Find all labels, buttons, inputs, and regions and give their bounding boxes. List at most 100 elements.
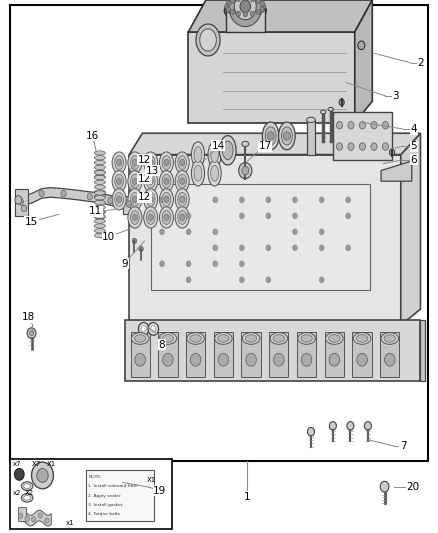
- Ellipse shape: [159, 152, 173, 173]
- Circle shape: [21, 205, 27, 212]
- Text: 3: 3: [392, 91, 399, 101]
- Text: X1: X1: [146, 477, 156, 483]
- Circle shape: [385, 353, 395, 366]
- Ellipse shape: [144, 189, 158, 210]
- Ellipse shape: [175, 189, 189, 210]
- Circle shape: [243, 12, 247, 17]
- Circle shape: [164, 178, 169, 184]
- Circle shape: [240, 245, 244, 251]
- Circle shape: [164, 214, 169, 221]
- Circle shape: [213, 197, 218, 203]
- Circle shape: [230, 10, 234, 15]
- Circle shape: [213, 229, 218, 235]
- Polygon shape: [129, 133, 420, 155]
- Ellipse shape: [191, 160, 205, 186]
- Ellipse shape: [144, 152, 158, 173]
- Text: 18: 18: [22, 312, 35, 322]
- Circle shape: [266, 213, 271, 219]
- Ellipse shape: [95, 190, 105, 194]
- Ellipse shape: [357, 335, 368, 342]
- Circle shape: [293, 197, 297, 203]
- Circle shape: [229, 0, 262, 27]
- Ellipse shape: [131, 211, 139, 224]
- Circle shape: [240, 277, 244, 282]
- Ellipse shape: [211, 165, 219, 181]
- Ellipse shape: [112, 189, 126, 210]
- Ellipse shape: [146, 156, 155, 169]
- Text: 7: 7: [399, 441, 406, 451]
- Ellipse shape: [95, 214, 105, 219]
- Ellipse shape: [131, 156, 139, 169]
- Ellipse shape: [162, 211, 171, 224]
- Circle shape: [32, 462, 53, 489]
- Text: 1. Install solenoid filter: 1. Install solenoid filter: [88, 484, 138, 489]
- Circle shape: [250, 11, 254, 17]
- Text: 10: 10: [102, 232, 115, 242]
- Circle shape: [364, 422, 371, 430]
- Ellipse shape: [146, 211, 155, 224]
- Circle shape: [319, 277, 324, 282]
- Circle shape: [37, 469, 48, 482]
- Circle shape: [236, 0, 240, 2]
- Ellipse shape: [95, 180, 105, 184]
- Circle shape: [371, 143, 377, 150]
- Ellipse shape: [162, 156, 171, 169]
- Ellipse shape: [178, 174, 187, 188]
- Circle shape: [260, 1, 265, 6]
- Ellipse shape: [95, 170, 105, 174]
- Ellipse shape: [21, 482, 33, 490]
- Ellipse shape: [95, 165, 105, 169]
- Text: 4: 4: [410, 124, 417, 134]
- Ellipse shape: [131, 174, 139, 188]
- Ellipse shape: [24, 496, 31, 500]
- Circle shape: [18, 199, 24, 205]
- Ellipse shape: [95, 210, 105, 214]
- Ellipse shape: [190, 335, 201, 342]
- Circle shape: [336, 122, 343, 129]
- Circle shape: [358, 41, 365, 50]
- Circle shape: [240, 213, 244, 219]
- Text: 1: 1: [244, 492, 251, 502]
- Ellipse shape: [95, 151, 105, 155]
- Ellipse shape: [95, 195, 105, 199]
- Circle shape: [242, 166, 249, 175]
- Ellipse shape: [95, 156, 105, 160]
- Ellipse shape: [131, 333, 149, 344]
- Bar: [188, 32, 355, 123]
- Circle shape: [148, 178, 153, 184]
- Ellipse shape: [175, 171, 189, 192]
- Circle shape: [213, 261, 218, 266]
- Ellipse shape: [128, 207, 142, 228]
- Bar: [10, 459, 172, 529]
- Circle shape: [246, 353, 256, 366]
- Ellipse shape: [128, 171, 142, 192]
- Bar: [86, 470, 154, 521]
- Ellipse shape: [208, 160, 221, 186]
- Circle shape: [266, 197, 271, 203]
- Ellipse shape: [265, 127, 276, 145]
- Bar: [123, 196, 134, 214]
- Circle shape: [162, 353, 173, 366]
- Circle shape: [159, 197, 164, 203]
- Text: 16: 16: [85, 131, 99, 141]
- Ellipse shape: [24, 484, 31, 488]
- Circle shape: [186, 213, 191, 219]
- Circle shape: [159, 261, 164, 266]
- Text: 6: 6: [410, 155, 417, 165]
- Ellipse shape: [178, 192, 187, 206]
- Text: NOTE:: NOTE:: [88, 475, 102, 480]
- Ellipse shape: [95, 175, 105, 180]
- Circle shape: [132, 238, 137, 244]
- Bar: [307, 120, 315, 155]
- Circle shape: [380, 481, 389, 492]
- Circle shape: [319, 197, 324, 203]
- Text: 4. Torque bolts: 4. Torque bolts: [88, 512, 120, 516]
- Circle shape: [135, 353, 145, 366]
- Ellipse shape: [112, 152, 126, 173]
- Ellipse shape: [21, 494, 33, 502]
- Circle shape: [329, 422, 336, 430]
- Text: 20: 20: [406, 482, 419, 491]
- Circle shape: [319, 245, 324, 251]
- Circle shape: [348, 143, 354, 150]
- Text: X7: X7: [32, 461, 41, 467]
